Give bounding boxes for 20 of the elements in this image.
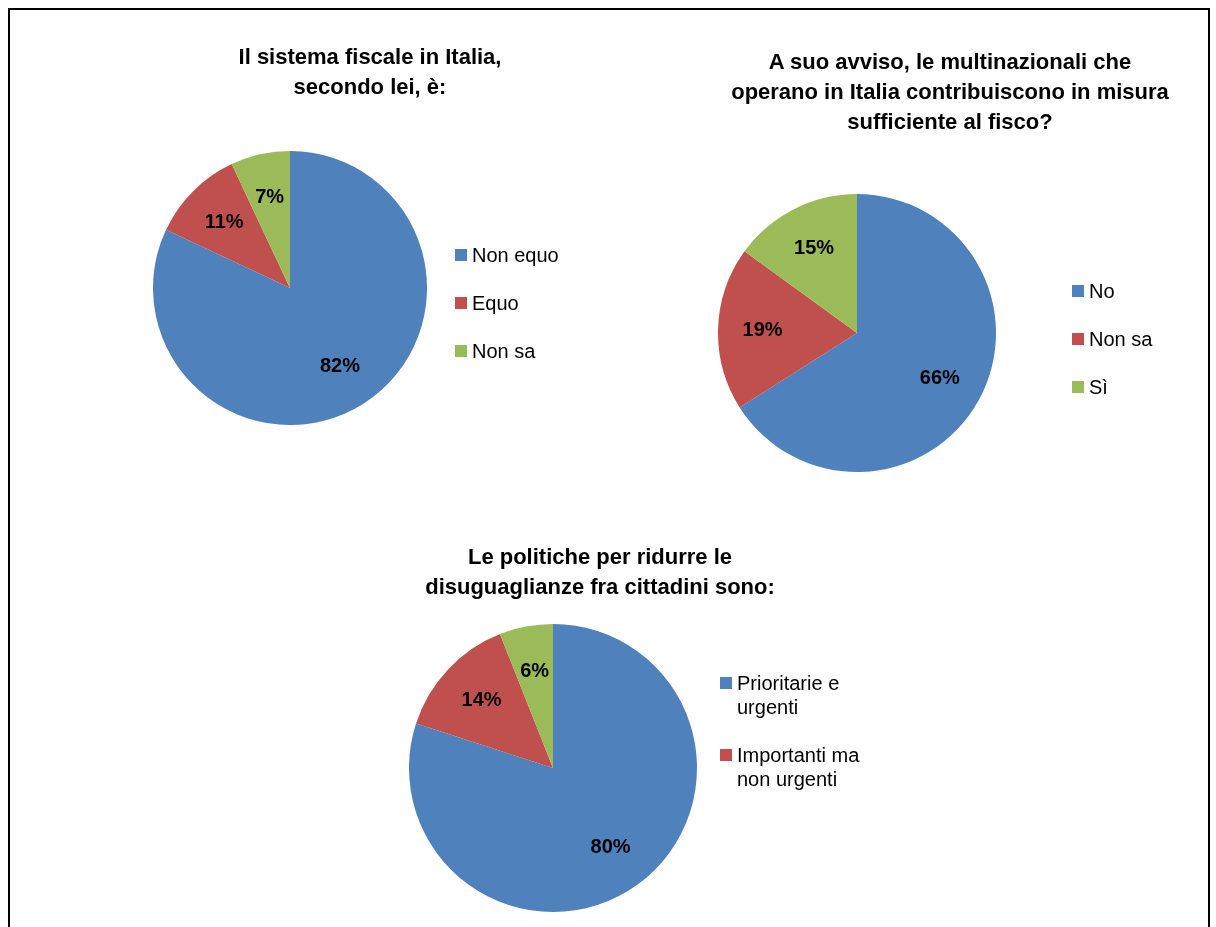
legend-label: Importanti ma non urgenti [737, 743, 861, 791]
data-label: 66% [919, 366, 961, 389]
data-label: 14% [461, 688, 502, 711]
chart-title: Le politiche per ridurre le disuguaglianze fra cittadini sono: [424, 543, 776, 601]
data-label: 82% [319, 354, 361, 377]
legend-label: Prioritarie e urgenti [737, 671, 841, 719]
chart-title: A suo avviso, le multinazionali che operano in Italia contribuiscono in misura sufficiente al fisco? [730, 48, 1170, 136]
legend-label: Non equo [472, 243, 559, 267]
data-label: 6% [520, 659, 550, 682]
data-label: 11% [204, 209, 244, 232]
data-label: 15% [794, 236, 835, 259]
legend-label: Equo [472, 291, 519, 315]
legend-label: Sì [1089, 375, 1108, 399]
legend-label: No [1089, 279, 1115, 303]
data-label: 80% [590, 834, 631, 857]
legend-label: Non sa [472, 339, 536, 363]
chart-title: Il sistema fiscale in Italia, secondo lei, è: [237, 43, 503, 101]
legend-label: Non sa [1089, 327, 1153, 351]
data-label: 7% [255, 184, 285, 207]
data-label: 19% [742, 317, 783, 340]
